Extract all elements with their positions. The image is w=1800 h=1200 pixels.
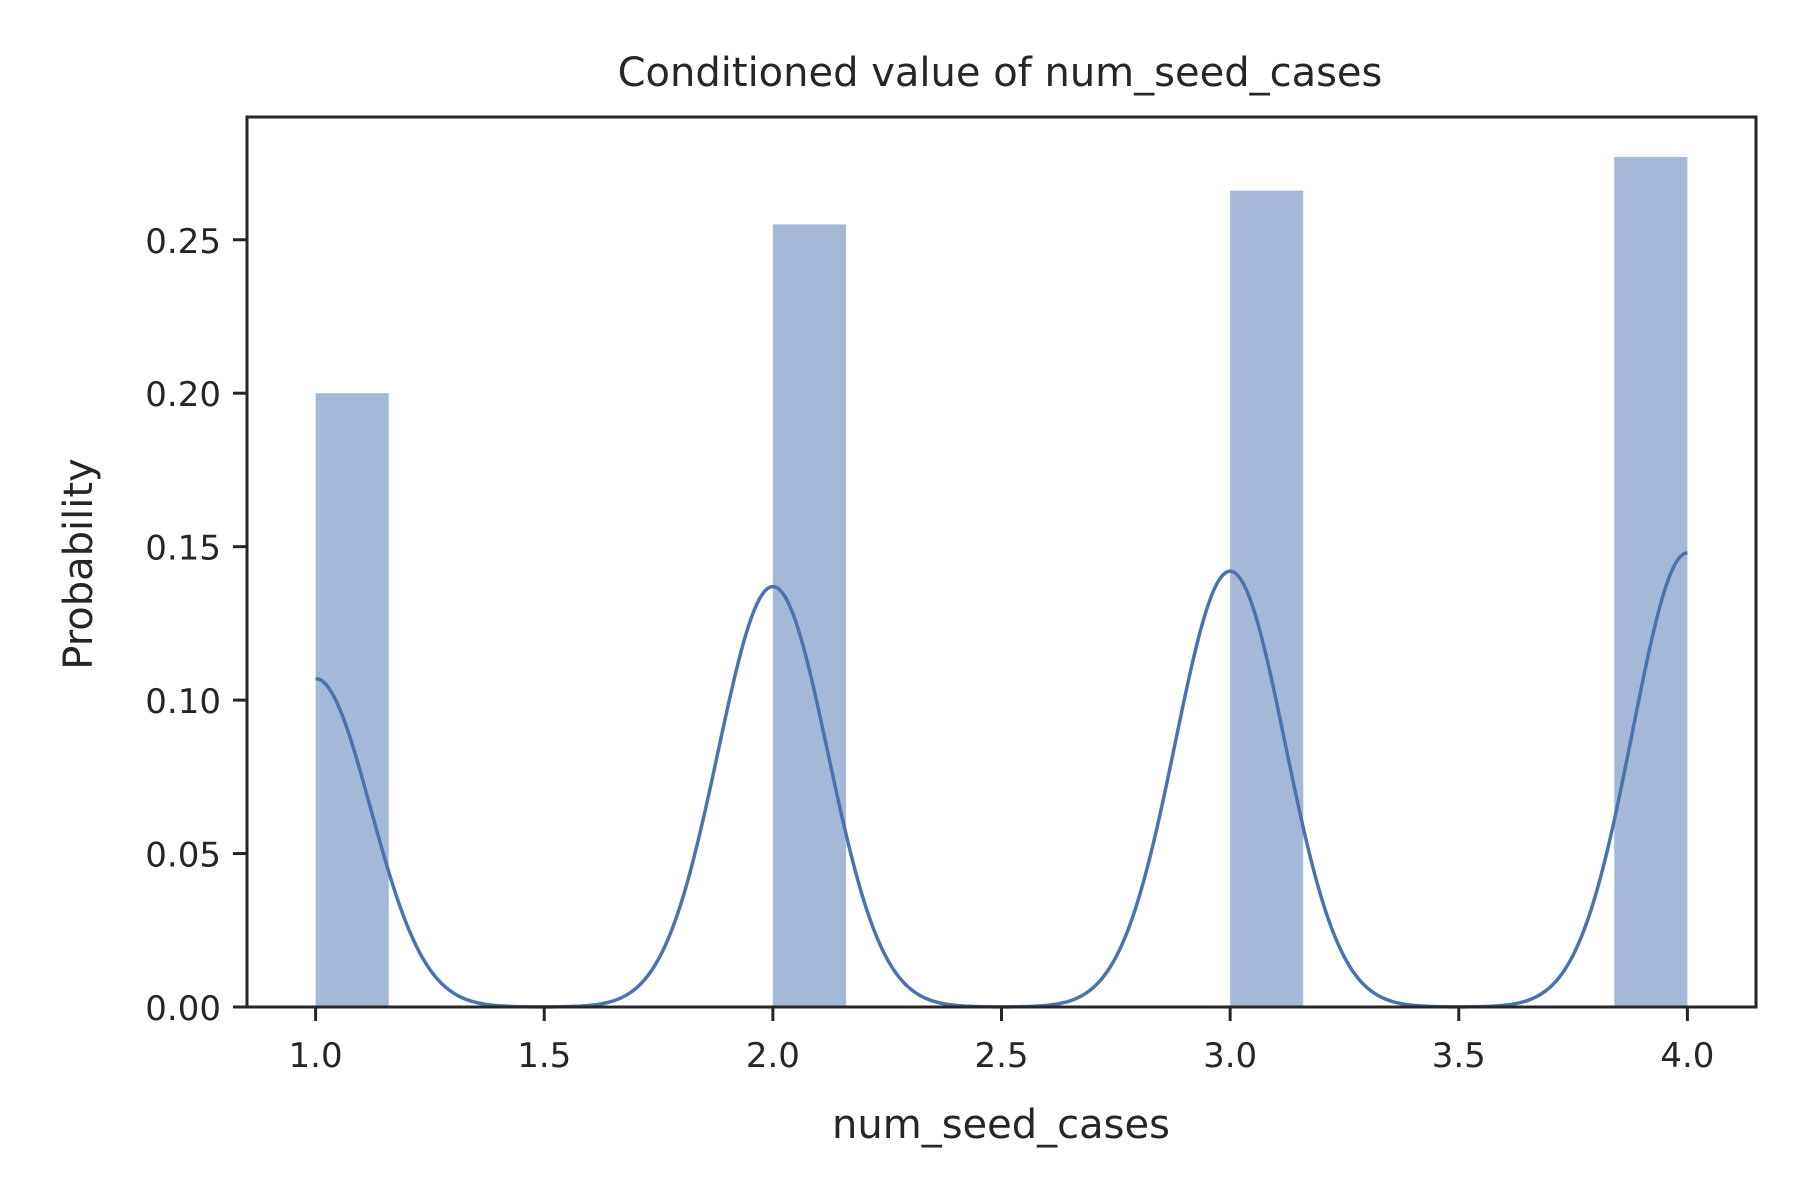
bar-3: [1230, 190, 1304, 1008]
y-tick-label: 0.05: [145, 836, 221, 876]
y-tick-label: 0.00: [145, 989, 221, 1029]
kde-line: [315, 551, 1688, 1009]
x-axis-label: num_seed_cases: [832, 1102, 1170, 1148]
x-tick-label: 2.0: [746, 1036, 800, 1076]
x-tick-label: 2.5: [974, 1036, 1028, 1076]
x-tick-label: 1.5: [517, 1036, 571, 1076]
plot-frame: [245, 115, 1758, 1009]
bar-2: [772, 224, 847, 1007]
bar-4: [1614, 156, 1688, 1007]
x-tick-label: 3.0: [1203, 1036, 1257, 1076]
kde-layer: [315, 551, 1688, 1009]
y-tick-label: 0.20: [145, 375, 221, 415]
y-axis-label: Probability: [56, 458, 102, 669]
bar-1: [315, 393, 389, 1007]
x-tick-label: 3.5: [1432, 1036, 1486, 1076]
x-tick-label: 4.0: [1660, 1036, 1714, 1076]
y-tick-label: 0.25: [145, 222, 221, 262]
bars-layer: [315, 156, 1688, 1008]
x-axis: 1.0 1.5 2.0 2.5 3.0 3.5 4.0: [289, 1007, 1714, 1076]
x-tick-label: 1.0: [289, 1036, 343, 1076]
y-tick-label: 0.10: [145, 682, 221, 722]
y-axis: 0.00 0.05 0.10 0.15 0.20 0.25: [145, 222, 247, 1029]
chart-title: Conditioned value of num_seed_cases: [618, 50, 1383, 96]
y-tick-label: 0.15: [145, 529, 221, 569]
